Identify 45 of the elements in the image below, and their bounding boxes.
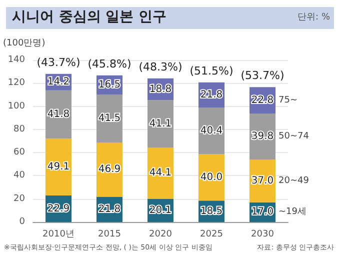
data-label: 21.8	[200, 89, 223, 100]
x-tick-label: 2015	[98, 230, 121, 240]
y-tick-label: 0	[19, 217, 26, 227]
text: 단위: %	[298, 12, 330, 22]
data-label: 40.4	[200, 125, 223, 136]
x-tick-label: 2025	[200, 230, 223, 240]
data-label: 49.1	[47, 162, 70, 173]
data-label: 39.8	[251, 130, 274, 142]
x-tick-label: 2010년	[42, 230, 74, 240]
y-axis-title: (100만명)	[3, 38, 46, 48]
series-label: 75~	[278, 95, 298, 106]
y-tick-label: 140	[8, 55, 26, 65]
data-label: 40.0	[200, 172, 223, 183]
chart-title: 시니어 중심의 일본 인구	[12, 9, 167, 25]
series-label: 20~49	[278, 176, 310, 186]
data-label: 20.1	[149, 204, 172, 216]
annotation: (48.3%)	[138, 60, 182, 74]
data-label: 18.8	[149, 84, 172, 95]
y-tick-label: 40	[14, 170, 26, 181]
data-label: 44.1	[149, 168, 172, 179]
y-tick-label: 80	[14, 124, 26, 134]
y-tick-label: 120	[8, 78, 26, 88]
series-label: ~19세	[278, 207, 306, 218]
x-tick-label: 2020	[149, 230, 172, 240]
data-label: 41.5	[98, 112, 121, 124]
data-label: 16.5	[98, 79, 121, 90]
annotation: (53.7%)	[240, 69, 284, 82]
data-label: 37.0	[251, 175, 274, 186]
x-tick-label: 2030	[251, 230, 274, 240]
data-label: 21.8	[98, 204, 121, 215]
data-label: 22.9	[47, 203, 70, 214]
series-label: 50~74	[278, 131, 310, 142]
annotation: (51.5%)	[190, 64, 234, 78]
data-label: 46.9	[98, 164, 121, 176]
data-label: 14.2	[47, 76, 70, 88]
data-label: 41.1	[149, 118, 172, 130]
annotation: (45.8%)	[88, 57, 132, 70]
data-label: 22.8	[251, 94, 274, 106]
annotation: (43.7%)	[36, 56, 80, 69]
y-tick-label: 20	[14, 194, 26, 204]
data-label: 18.5	[200, 206, 223, 217]
data-label: 41.8	[47, 109, 70, 120]
y-tick-label: 100	[8, 101, 26, 112]
data-label: 17.0	[251, 206, 274, 218]
y-tick-label: 60	[14, 148, 26, 158]
